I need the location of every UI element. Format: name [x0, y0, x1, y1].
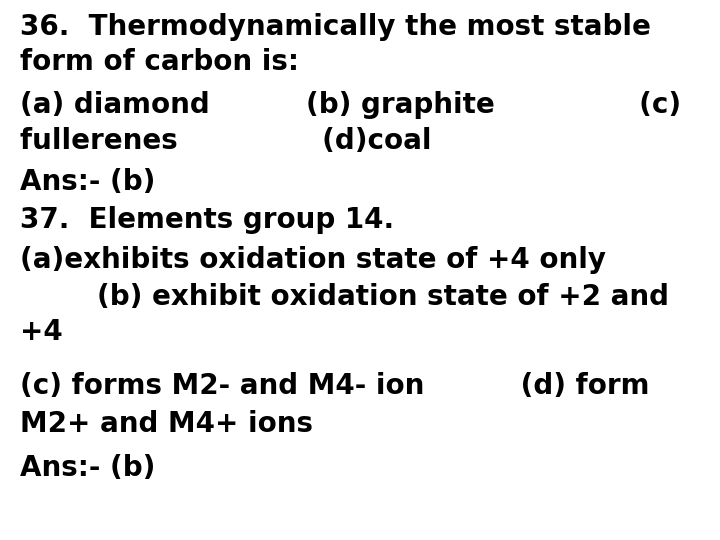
Text: (a) diamond          (b) graphite               (c): (a) diamond (b) graphite (c)	[20, 91, 681, 119]
Text: M2+ and M4+ ions: M2+ and M4+ ions	[20, 410, 313, 438]
Text: 36.  Thermodynamically the most stable: 36. Thermodynamically the most stable	[20, 13, 651, 41]
Text: +4: +4	[20, 318, 63, 346]
Text: Ans:- (b): Ans:- (b)	[20, 454, 156, 482]
Text: Ans:- (b): Ans:- (b)	[20, 168, 156, 196]
Text: 37.  Elements group 14.: 37. Elements group 14.	[20, 206, 395, 234]
Text: (a)exhibits oxidation state of +4 only: (a)exhibits oxidation state of +4 only	[20, 246, 606, 274]
Text: form of carbon is:: form of carbon is:	[20, 48, 300, 76]
Text: (c) forms M2- and M4- ion          (d) form: (c) forms M2- and M4- ion (d) form	[20, 372, 649, 400]
Text: fullerenes               (d)coal: fullerenes (d)coal	[20, 126, 432, 154]
Text: (b) exhibit oxidation state of +2 and: (b) exhibit oxidation state of +2 and	[20, 283, 669, 311]
